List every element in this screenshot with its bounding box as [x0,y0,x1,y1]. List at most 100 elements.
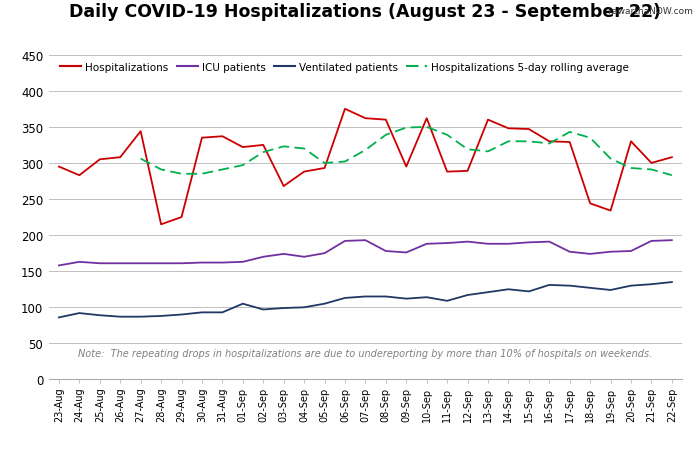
Hospitalizations 5-day rolling average [341,159,349,165]
Hospitalizations 5-day rolling average [177,172,186,177]
Hospitalizations [566,140,574,145]
ICU patients [177,261,186,267]
Hospitalizations 5-day rolling average [402,125,411,131]
Ventilated patients [606,288,615,293]
ICU patients [157,261,165,267]
Hospitalizations 5-day rolling average [586,136,594,141]
Hospitalizations [545,139,553,145]
ICU patients [504,242,512,247]
Ventilated patients [259,307,267,313]
ICU patients [627,249,635,254]
ICU patients [136,261,145,267]
Ventilated patients [381,294,390,300]
Hospitalizations [198,136,206,141]
Hospitalizations [422,116,431,122]
Ventilated patients [443,298,451,304]
Ventilated patients [320,301,329,307]
ICU patients [320,251,329,257]
Ventilated patients [341,295,349,301]
ICU patients [280,251,288,257]
ICU patients [484,242,492,247]
Hospitalizations [55,164,63,170]
ICU patients [566,250,574,255]
Hospitalizations 5-day rolling average [239,163,247,169]
ICU patients [341,238,349,244]
Ventilated patients [239,301,247,307]
ICU patients [647,238,656,244]
Hospitalizations [606,208,615,214]
Hospitalizations 5-day rolling average [647,167,656,173]
ICU patients [443,241,451,246]
Hospitalizations [219,134,227,140]
Hospitalizations [75,173,84,179]
Text: Note:  The repeating drops in hospitalizations are due to undereporting by more : Note: The repeating drops in hospitaliza… [78,349,653,359]
Hospitalizations 5-day rolling average [566,130,574,135]
Ventilated patients [504,287,512,293]
Title: Daily COVID-19 Hospitalizations (August 23 - September 22): Daily COVID-19 Hospitalizations (August … [70,3,661,21]
Ventilated patients [566,283,574,289]
Ventilated patients [75,311,84,316]
Ventilated patients [464,293,472,298]
Ventilated patients [55,315,63,320]
Hospitalizations [667,155,676,161]
ICU patients [464,239,472,245]
Hospitalizations [627,139,635,145]
Hospitalizations 5-day rolling average [422,125,431,131]
Hospitalizations [320,166,329,171]
Text: kawarthaNOW.com: kawarthaNOW.com [607,7,693,16]
ICU patients [198,260,206,266]
Hospitalizations 5-day rolling average [259,150,267,156]
ICU patients [545,239,553,245]
ICU patients [361,238,370,244]
Hospitalizations 5-day rolling average [484,149,492,155]
Hospitalizations 5-day rolling average [627,166,635,171]
Hospitalizations [239,145,247,150]
Ventilated patients [586,285,594,291]
Ventilated patients [647,282,656,288]
Hospitalizations [464,169,472,174]
ICU patients [55,263,63,269]
Ventilated patients [219,310,227,315]
ICU patients [116,261,125,267]
Hospitalizations 5-day rolling average [504,139,512,145]
Ventilated patients [361,294,370,300]
Hospitalizations 5-day rolling average [545,141,553,147]
Hospitalizations 5-day rolling average [219,167,227,173]
Hospitalizations [116,155,125,161]
Line: Ventilated patients: Ventilated patients [59,282,672,318]
Hospitalizations [280,184,288,189]
Hospitalizations 5-day rolling average [464,147,472,153]
ICU patients [586,251,594,257]
ICU patients [219,260,227,266]
ICU patients [95,261,104,267]
Hospitalizations [402,164,411,170]
ICU patients [606,250,615,255]
Ventilated patients [300,305,308,310]
Ventilated patients [198,310,206,315]
ICU patients [667,238,676,244]
ICU patients [381,249,390,254]
Ventilated patients [667,280,676,285]
Hospitalizations 5-day rolling average [300,146,308,152]
Ventilated patients [422,295,431,300]
Hospitalizations [504,126,512,132]
Hospitalizations 5-day rolling average [280,144,288,150]
Hospitalizations [381,118,390,123]
Ventilated patients [280,306,288,311]
ICU patients [75,259,84,265]
Line: Hospitalizations 5-day rolling average: Hospitalizations 5-day rolling average [141,128,672,176]
Hospitalizations [586,201,594,206]
Hospitalizations [361,116,370,122]
Hospitalizations 5-day rolling average [667,173,676,179]
Hospitalizations [259,143,267,148]
Ventilated patients [484,290,492,295]
Ventilated patients [177,312,186,318]
Hospitalizations 5-day rolling average [198,172,206,177]
Hospitalizations [157,222,165,228]
Hospitalizations [647,161,656,166]
ICU patients [525,240,533,245]
Hospitalizations [177,215,186,220]
ICU patients [259,255,267,260]
Hospitalizations [484,118,492,123]
Hospitalizations [443,169,451,175]
